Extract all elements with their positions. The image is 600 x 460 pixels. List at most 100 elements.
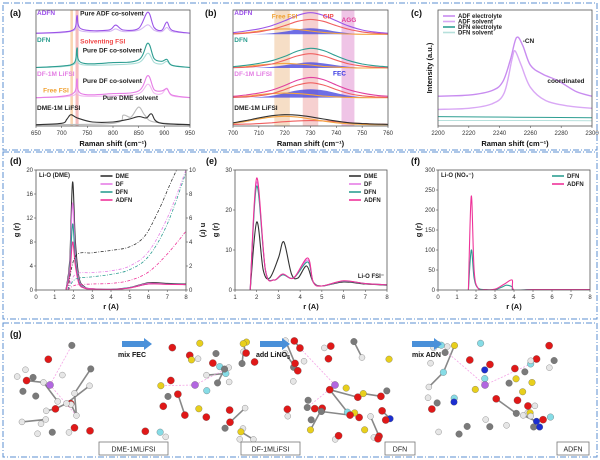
annotation: CIP bbox=[323, 14, 335, 21]
panel-g: (g) mix FEC add LiNO3 mix ADN DME-1MLiFS… bbox=[10, 329, 590, 456]
x-tick-label: 850 bbox=[134, 131, 145, 137]
series-line bbox=[233, 53, 388, 69]
atom bbox=[512, 375, 520, 383]
legend-label: DFN bbox=[116, 190, 128, 196]
atom bbox=[242, 349, 250, 357]
atom bbox=[361, 426, 369, 434]
x-tick-label: 5 bbox=[128, 295, 132, 301]
legend: DFN ADFN bbox=[552, 174, 584, 188]
y-tick-label: 10 bbox=[225, 248, 232, 254]
y-tick-label: 200 bbox=[425, 208, 436, 214]
atom bbox=[528, 379, 536, 386]
atom bbox=[378, 407, 386, 415]
y-axis-label: Intensity (a.u.) bbox=[425, 42, 434, 93]
atom bbox=[63, 400, 70, 407]
x-tick-label: 740 bbox=[331, 131, 342, 137]
annotation: Pure DME solvent bbox=[103, 95, 159, 102]
x-axis-label: Raman shift (cm⁻¹) bbox=[79, 139, 147, 148]
atom bbox=[511, 364, 519, 373]
x-tick-label: 2200 bbox=[431, 131, 445, 137]
inset-label: Li-O FSI⁻ bbox=[358, 274, 384, 280]
atom bbox=[481, 375, 489, 383]
atom bbox=[311, 404, 319, 413]
atom bbox=[221, 365, 228, 373]
series-line bbox=[67, 172, 186, 290]
panel-label-g: (g) bbox=[10, 329, 22, 339]
series-line bbox=[233, 82, 388, 98]
x-axis-label: r (A) bbox=[303, 302, 319, 311]
y-tick-label: 300 bbox=[425, 168, 436, 174]
plot-frame bbox=[437, 9, 593, 127]
atom bbox=[359, 390, 367, 398]
x-axis-label: r (A) bbox=[506, 302, 522, 311]
atom bbox=[239, 340, 247, 348]
atom bbox=[532, 355, 541, 363]
annotation: DFN bbox=[234, 37, 248, 44]
series-line-adf-solvent bbox=[438, 50, 592, 111]
atom bbox=[203, 371, 210, 379]
dashed-panel-border bbox=[2, 2, 598, 151]
atom bbox=[87, 365, 95, 373]
series-line bbox=[67, 170, 186, 290]
x-tick-label: 2300 bbox=[585, 131, 599, 137]
panel-label: (a) bbox=[10, 8, 21, 18]
legend-label: DME bbox=[116, 174, 129, 180]
x-tick-label: 800 bbox=[108, 131, 119, 137]
atom bbox=[435, 428, 442, 436]
x-tick-label: 8 bbox=[184, 295, 188, 301]
step-label-main: add LiNO bbox=[256, 352, 288, 359]
atom bbox=[527, 357, 534, 364]
atom bbox=[545, 341, 553, 350]
y-right-axis-label: n (r) bbox=[199, 223, 208, 238]
x-tick-label: 700 bbox=[57, 131, 68, 137]
series-line bbox=[233, 18, 388, 35]
atom bbox=[34, 430, 41, 437]
atom bbox=[250, 358, 259, 366]
x-tick-label: 750 bbox=[357, 131, 368, 137]
panel-label: (d) bbox=[10, 156, 22, 166]
legend-label: DFN bbox=[364, 190, 376, 196]
molecule-cluster bbox=[281, 337, 394, 443]
series-line bbox=[233, 92, 388, 99]
x-tick-label: 2 bbox=[72, 295, 76, 301]
atom bbox=[358, 354, 366, 361]
legend-label: ADFN bbox=[567, 182, 584, 188]
series-line bbox=[67, 230, 186, 290]
atom bbox=[321, 344, 328, 352]
series-line bbox=[36, 52, 190, 69]
atom bbox=[221, 424, 229, 432]
highlight-band bbox=[75, 10, 79, 126]
series-line bbox=[233, 76, 388, 97]
series-line bbox=[233, 114, 388, 125]
x-tick-label: 6 bbox=[342, 295, 346, 301]
x-tick-label: 2280 bbox=[555, 131, 569, 137]
x-tick-label: 4 bbox=[512, 295, 516, 301]
chart-c: (c) 2200 2220 2240 2260 2280 2300 Raman shift (… bbox=[411, 8, 599, 148]
atom bbox=[466, 356, 474, 364]
x-tick-label: 0 bbox=[436, 295, 440, 301]
atom bbox=[486, 423, 494, 431]
series-line-dfn bbox=[65, 223, 186, 290]
atom bbox=[196, 339, 204, 347]
chart-a: (a) 650 700 750 800 850 900 950 Raman shift (cm⁻… bbox=[10, 8, 196, 148]
atom bbox=[503, 422, 510, 429]
molecule-cluster bbox=[424, 339, 558, 438]
atom bbox=[441, 349, 449, 356]
box-label: DF-1MLiFSI bbox=[252, 447, 290, 454]
chart-b: (b) 700 710 720 730 740 750 760 Raman shift (cm⁻… bbox=[205, 8, 394, 148]
annotation: DME-1M LiFSI bbox=[37, 105, 81, 112]
box-label: ADFN bbox=[563, 447, 582, 454]
series-line-adfn bbox=[65, 241, 186, 290]
annotation: DME-1M LiFSI bbox=[234, 105, 278, 112]
x-tick-label: 3 bbox=[277, 295, 281, 301]
y-tick-label: 8 bbox=[30, 240, 34, 246]
dashed-panel-border bbox=[2, 151, 598, 320]
atom bbox=[550, 357, 558, 364]
atom bbox=[59, 371, 66, 379]
atom bbox=[505, 379, 513, 387]
atom bbox=[303, 404, 311, 411]
series-line-adfn bbox=[249, 177, 387, 290]
atom bbox=[539, 415, 547, 424]
